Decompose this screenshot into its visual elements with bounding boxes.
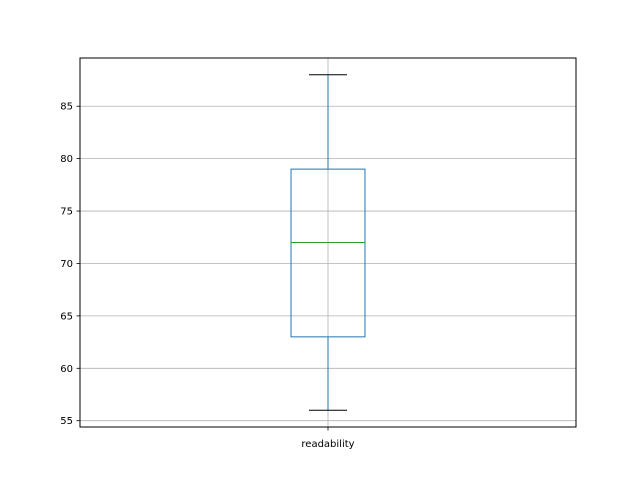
box-iqr [290, 168, 366, 338]
y-axis: 55 60 65 70 75 80 85 [60, 102, 80, 427]
y-tick-label: 55 [60, 416, 73, 427]
y-tick-label: 75 [60, 207, 73, 218]
y-tick-label: 80 [60, 154, 73, 165]
plot-frame [79, 57, 577, 428]
boxes [290, 74, 366, 411]
y-tick-label: 85 [60, 102, 73, 113]
x-axis: readability [301, 427, 355, 450]
y-tick-label: 60 [60, 364, 73, 375]
y-tick-label: 70 [60, 259, 73, 270]
y-tick-label: 65 [60, 311, 73, 322]
x-tick-label: readability [301, 439, 354, 450]
